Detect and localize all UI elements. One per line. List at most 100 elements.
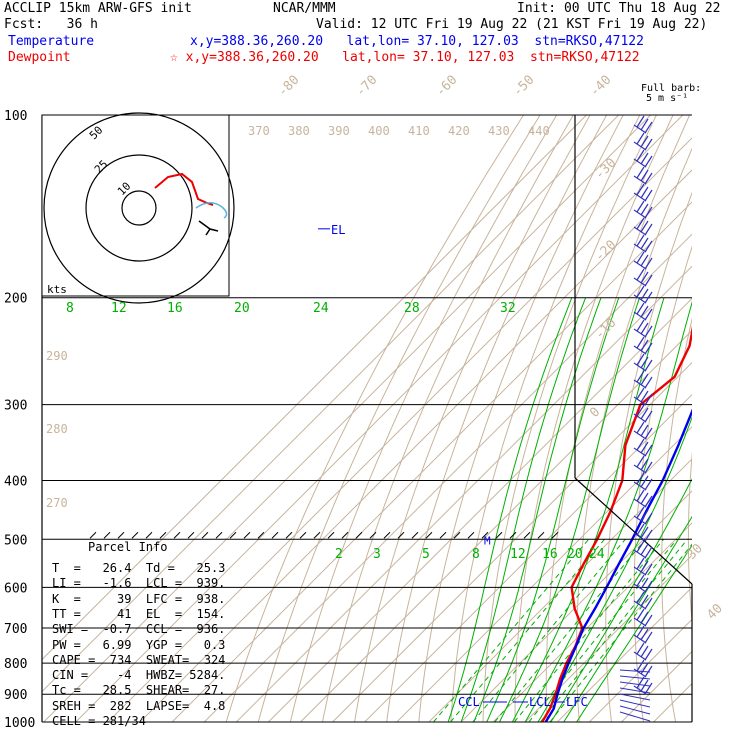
dry-adiabat-line xyxy=(450,115,641,722)
wind-barb xyxy=(633,532,647,542)
wind-barb-flag xyxy=(636,251,645,264)
wind-barb-low xyxy=(619,681,651,687)
moist-adiabat-label: 28 xyxy=(404,301,420,316)
wind-barb-flag xyxy=(640,305,649,318)
hatch-mark xyxy=(145,531,153,539)
theta-label: 430 xyxy=(488,124,510,138)
theta-label: 290 xyxy=(46,349,68,363)
mixing-ratio-label: 5 xyxy=(422,547,430,562)
pressure-tick-label: 300 xyxy=(4,399,27,414)
wind-barb-flag xyxy=(644,206,653,219)
hatch-mark xyxy=(355,531,363,539)
mixing-ratio-line xyxy=(540,538,688,722)
hodograph-unit-label: kts xyxy=(47,283,67,296)
hatch-mark xyxy=(89,531,97,539)
wind-barb xyxy=(633,617,647,627)
hatch-mark xyxy=(453,531,461,539)
hatch-mark xyxy=(383,531,391,539)
wind-barb-flag xyxy=(636,285,645,298)
isotherm-line xyxy=(75,115,684,722)
wind-barb-flag xyxy=(640,254,649,267)
wind-barb-flag xyxy=(636,455,645,468)
wind-barb-low xyxy=(619,687,651,694)
wind-barb-flag xyxy=(636,183,645,196)
isotherm-line xyxy=(460,490,692,722)
barb-unit-label: 5 m s⁻¹ xyxy=(646,93,689,104)
wind-barb-flag xyxy=(636,608,645,621)
dry-adiabat-line xyxy=(687,450,692,626)
dry-adiabat-line xyxy=(605,191,692,722)
wind-barb-flag xyxy=(640,169,649,182)
hatch-mark xyxy=(495,531,503,539)
wind-barb-flag xyxy=(636,404,645,417)
hatch-mark xyxy=(467,531,475,539)
isotherm-line xyxy=(396,426,692,722)
wind-barb-flag xyxy=(644,342,653,355)
theta-label: 420 xyxy=(448,124,470,138)
dry-adiabat-line xyxy=(418,115,624,722)
hatch-mark xyxy=(425,531,433,539)
wind-barb-flag xyxy=(640,526,649,539)
hatch-mark xyxy=(481,531,489,539)
ccl-label: CCL xyxy=(458,695,480,709)
wind-barb-flag xyxy=(644,461,653,474)
mixing-ratio-line xyxy=(549,543,692,722)
wind-barb-flag xyxy=(636,676,645,689)
moist-adiabat-label: 24 xyxy=(313,301,329,316)
isotherm-line xyxy=(42,115,619,693)
wind-barb xyxy=(633,481,647,491)
hatch-mark xyxy=(537,531,545,539)
pressure-tick-label: 800 xyxy=(4,657,27,672)
wind-barb-flag xyxy=(636,506,645,519)
wind-barb xyxy=(633,413,647,423)
wind-barb xyxy=(633,668,647,678)
wind-barb-flag xyxy=(640,577,649,590)
dry-adiabat-line xyxy=(633,245,692,722)
wind-barb-flag xyxy=(640,594,649,607)
isotherm-line xyxy=(107,137,692,722)
hodograph-ring xyxy=(43,112,235,304)
mixing-ratio-line xyxy=(514,538,664,722)
wind-barb xyxy=(633,141,647,151)
hodograph-trace-upper xyxy=(195,202,228,219)
wind-barb-flag xyxy=(644,240,653,253)
dry-adiabat-line xyxy=(514,115,674,722)
wind-barb-flag xyxy=(644,359,653,372)
wind-barb-flag xyxy=(640,475,649,488)
wind-barb-flag xyxy=(636,387,645,400)
wind-barb-low xyxy=(619,675,651,680)
hatch-mark xyxy=(411,531,419,539)
hodograph-ring xyxy=(85,154,193,262)
dry-adiabat-line xyxy=(289,115,558,722)
wind-barb xyxy=(633,328,647,338)
hodograph-panel xyxy=(41,114,230,297)
wind-barb xyxy=(633,447,647,457)
wind-barb-flag xyxy=(640,390,649,403)
hatch-mark xyxy=(313,531,321,539)
wind-barb-flag xyxy=(644,444,653,457)
isotherm-label: -30 xyxy=(592,156,619,183)
hatch-mark xyxy=(187,531,195,539)
theta-label: 400 xyxy=(368,124,390,138)
wind-barb-flag xyxy=(640,628,649,641)
isotherm-label: 0 xyxy=(587,405,603,421)
wind-barb-flag xyxy=(640,543,649,556)
mixing-ratio-line xyxy=(433,538,590,722)
isotherm-label: -40 xyxy=(587,73,614,100)
wind-barb-flag xyxy=(636,540,645,553)
hatch-mark xyxy=(229,531,237,539)
wind-barb-low xyxy=(619,669,651,673)
mixing-ratio-line xyxy=(472,538,626,722)
wind-barb-flag xyxy=(644,631,653,644)
pressure-tick-label: 900 xyxy=(4,688,27,703)
right-axis-diagonal xyxy=(574,477,693,585)
pressure-tick-label: 700 xyxy=(4,622,27,637)
plot-area xyxy=(42,115,692,722)
isotherm-line xyxy=(332,361,692,722)
theta-label: 410 xyxy=(408,124,430,138)
moist-adiabat-label: 32 xyxy=(500,301,516,316)
wind-barb-flag xyxy=(640,662,649,675)
isotherm-line xyxy=(235,265,692,722)
wind-barb-flag xyxy=(640,424,649,437)
wind-barb-flag xyxy=(636,438,645,451)
